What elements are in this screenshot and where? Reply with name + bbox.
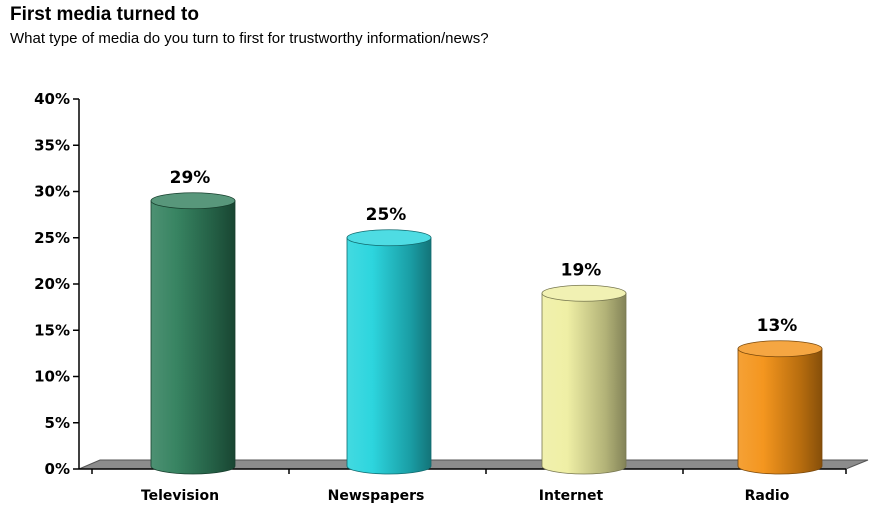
- bar-top: [346, 229, 432, 247]
- y-tick-label: 25%: [34, 229, 70, 247]
- y-axis-group: 0% 5% 10% 15% 20% 25% 30% 35% 40%: [34, 90, 847, 478]
- category-label: Internet: [539, 488, 604, 504]
- chart-title: First media turned to: [10, 4, 199, 25]
- y-tick-label: 35%: [34, 136, 70, 154]
- bar-body: [541, 292, 627, 475]
- data-label: 13%: [757, 316, 798, 336]
- y-tick-label: 0%: [45, 460, 70, 478]
- bar-internet: [541, 284, 627, 475]
- bars-group: [150, 192, 823, 475]
- data-label: 29%: [170, 168, 211, 188]
- bar-television: [150, 192, 236, 475]
- bar-radio: [737, 340, 823, 475]
- bar-newspapers: [346, 229, 432, 475]
- category-label: Newspapers: [328, 488, 425, 504]
- category-label: Radio: [745, 488, 790, 504]
- y-tick-label: 30%: [34, 183, 70, 201]
- labels-group: 29% Television 25% Newspapers 19% Internet 13%…: [141, 168, 797, 504]
- bar-body: [737, 348, 823, 475]
- category-label: Television: [141, 488, 219, 504]
- bar-top: [150, 192, 236, 210]
- bar-body: [346, 237, 432, 475]
- bar-top: [737, 340, 823, 358]
- y-tick-label: 10%: [34, 368, 70, 386]
- y-tick-label: 20%: [34, 275, 70, 293]
- chart-subtitle: What type of media do you turn to first …: [10, 30, 489, 47]
- y-tick-label: 40%: [34, 90, 70, 108]
- y-tick-label: 5%: [45, 414, 70, 432]
- bar-top: [541, 284, 627, 302]
- y-tick-label: 15%: [34, 321, 70, 339]
- bar-body: [150, 200, 236, 475]
- data-label: 19%: [561, 260, 602, 280]
- data-label: 25%: [366, 205, 407, 225]
